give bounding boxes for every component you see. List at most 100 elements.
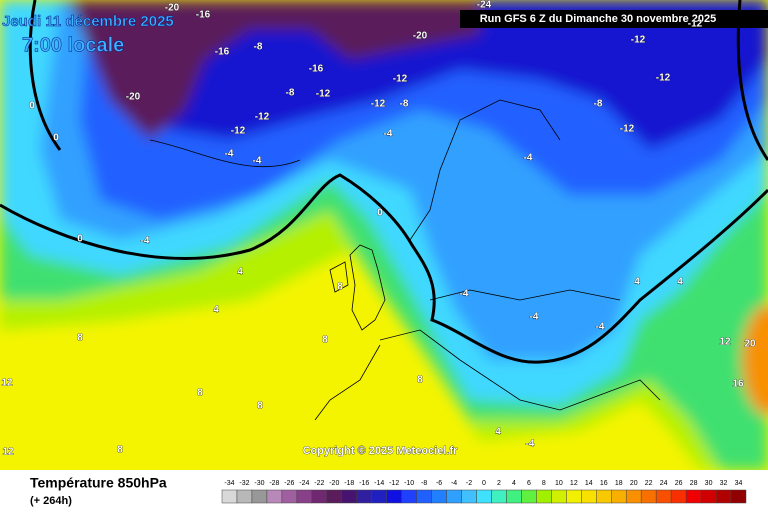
- contour-label: 0: [53, 133, 59, 144]
- legend-swatch: [596, 489, 612, 504]
- contour-label: -24: [477, 0, 492, 11]
- contour-label: 8: [257, 401, 263, 412]
- legend-tick-label: -20: [329, 480, 339, 487]
- contour-label: -16: [215, 47, 230, 58]
- legend-tick-label: 2: [497, 480, 501, 487]
- contour-label: -4: [596, 322, 605, 333]
- contour-label: -4: [526, 439, 535, 450]
- legend-swatch: [221, 489, 238, 504]
- contour-label: -20: [413, 31, 428, 42]
- contour-label: -4: [141, 236, 150, 247]
- legend-tick-label: -30: [254, 480, 264, 487]
- legend-swatch: [251, 489, 268, 504]
- legend-tick-label: 4: [512, 480, 516, 487]
- contour-label: -4: [253, 156, 262, 167]
- contour-label: 8: [337, 282, 343, 293]
- run-info: Run GFS 6 Z du Dimanche 30 novembre 2025: [480, 13, 717, 25]
- legend-swatch: [506, 489, 522, 504]
- forecast-time: 7:00 locale: [22, 34, 124, 56]
- color-legend: -34 -32 -30 -28 -26 -24 -22 -20 -18 -16 -14 -12 -10-…: [221, 480, 747, 504]
- contour-label: -12: [656, 73, 671, 84]
- contour-labels: -20 -16 -16 -8 -16 -20 -8 -12 -12 -12 -4 -4 -20 -12 -8…: [1, 0, 756, 458]
- contour-label: 8: [197, 388, 203, 399]
- contour-label: -20: [126, 92, 141, 103]
- zero-contour: [28, 0, 62, 151]
- legend-tick-label: 18: [615, 480, 623, 487]
- legend-swatch: [386, 489, 402, 504]
- copyright: Copyright © 2025 Meteociel.fr: [303, 445, 459, 457]
- contour-label: -8: [594, 99, 603, 110]
- legend-tick-label: 26: [675, 480, 683, 487]
- legend-swatch: [566, 489, 582, 504]
- contour-label: -12: [231, 126, 246, 137]
- legend-tick-label: -8: [421, 480, 427, 487]
- contour-label: 0: [77, 234, 83, 245]
- legend-swatch: [266, 489, 283, 504]
- contour-label: -8: [254, 42, 263, 53]
- legend-tick-label: -6: [436, 480, 442, 487]
- legend-tick-label: 16: [600, 480, 608, 487]
- contour-label: 8: [417, 375, 423, 386]
- legend-tick-label: -16: [359, 480, 369, 487]
- contour-label: 12: [1, 378, 13, 389]
- legend-swatch: [296, 489, 313, 504]
- legend-swatch: [581, 489, 597, 504]
- footer-lead: (+ 264h): [30, 495, 72, 507]
- legend-tick-label: 24: [660, 480, 668, 487]
- coast-iberia: [314, 344, 381, 421]
- legend-tick-label: 20: [630, 480, 638, 487]
- contour-label: -16: [309, 64, 324, 75]
- contour-label: -12: [316, 89, 331, 100]
- legend-swatch: [461, 489, 477, 504]
- field-purple: [70, 0, 480, 140]
- contour-label: -12: [255, 112, 270, 123]
- legend-swatch: [281, 489, 298, 504]
- legend-tick-label: 0: [482, 480, 486, 487]
- contour-label: -4: [524, 153, 533, 164]
- legend-tick-label: 22: [645, 480, 653, 487]
- coast-scandinavia: [409, 99, 561, 241]
- legend-tick-label: -32: [239, 480, 249, 487]
- contour-label: -12: [393, 74, 408, 85]
- coastlines: [149, 99, 661, 421]
- legend-tick-label: 12: [570, 480, 578, 487]
- legend-tick-label: 32: [720, 480, 728, 487]
- legend-swatch: [356, 489, 372, 504]
- legend-swatch: [521, 489, 537, 504]
- legend-swatch: [416, 489, 432, 504]
- contour-label: 4: [213, 305, 219, 316]
- contour-label: 4: [237, 267, 243, 278]
- contour-label: -12: [688, 19, 703, 30]
- legend-tick-label: 28: [690, 480, 698, 487]
- contour-label: -8: [400, 99, 409, 110]
- legend-swatch: [551, 489, 567, 504]
- field-darkblue: [110, 0, 768, 150]
- legend-tick-label: 6: [527, 480, 531, 487]
- contour-label: -4: [460, 289, 469, 300]
- legend-swatch: [536, 489, 552, 504]
- legend-swatch: [326, 489, 343, 504]
- contour-label: 12: [2, 447, 14, 458]
- contour-label: -4: [225, 149, 234, 160]
- map-field: [0, 0, 768, 470]
- contour-label: 4: [495, 427, 501, 438]
- legend-tick-label: 30: [705, 480, 713, 487]
- legend-tick-label: -34: [224, 480, 234, 487]
- contour-label: 12: [719, 337, 731, 348]
- legend-tick-label: -10: [404, 480, 414, 487]
- legend-swatch: [311, 489, 328, 504]
- run-box: [460, 10, 768, 28]
- contour-label: -16: [196, 10, 211, 21]
- contour-label: 20: [744, 339, 756, 350]
- legend-swatch: [446, 489, 462, 504]
- contour-label: -20: [165, 3, 180, 14]
- legend-swatch: [341, 489, 357, 504]
- legend-swatch: [491, 489, 507, 504]
- field-orange: [742, 305, 768, 415]
- contour-label: -12: [620, 124, 635, 135]
- legend-swatch: [640, 489, 657, 504]
- legend-swatch: [655, 489, 672, 504]
- legend-swatch: [236, 489, 253, 504]
- legend-tick-label: -28: [269, 480, 279, 487]
